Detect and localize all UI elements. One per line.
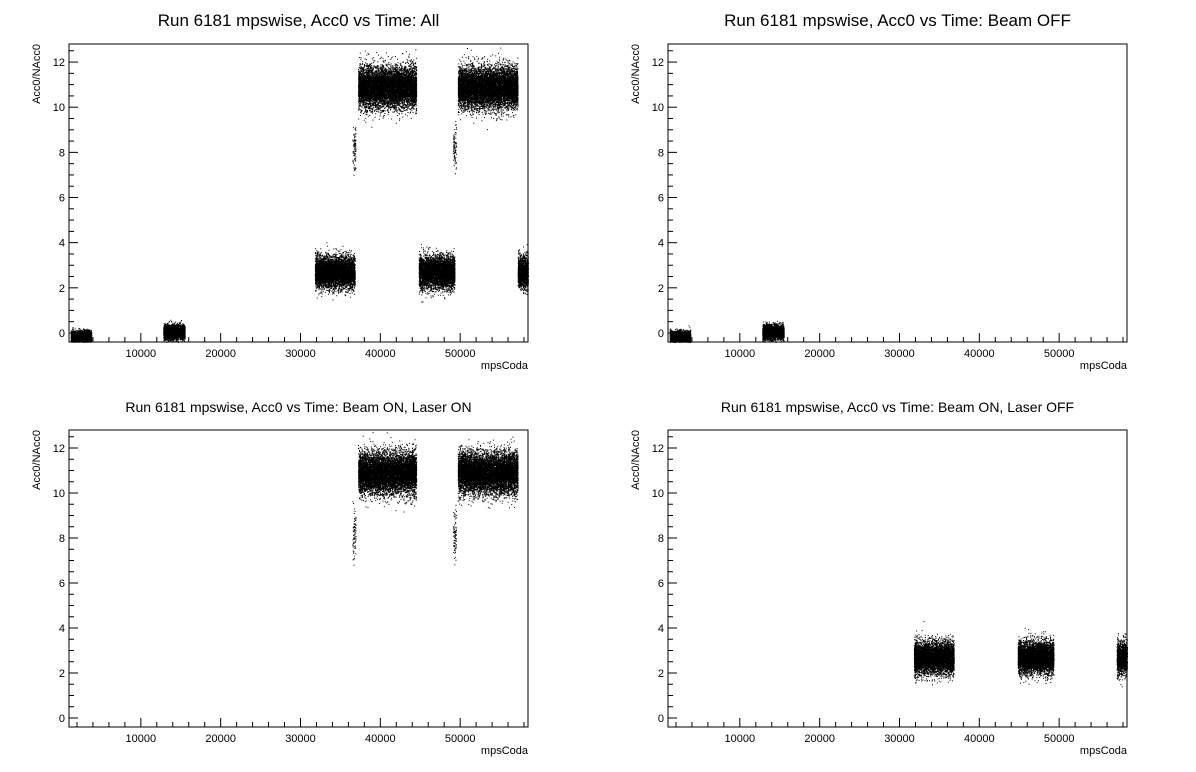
y-tick-label: 8 — [658, 533, 664, 545]
y-axis-ticks: 0 2 4 6 8 10 12 — [652, 50, 677, 340]
y-tick-label: 4 — [658, 238, 664, 250]
x-axis-label: mpsCoda — [1080, 745, 1128, 757]
y-axis-label: Acc0/NAcc0 — [630, 44, 642, 104]
x-tick-label: 30000 — [285, 733, 316, 745]
y-axis-label: Acc0/NAcc0 — [31, 44, 43, 104]
scatter-points — [352, 432, 519, 566]
y-tick-label: 10 — [652, 488, 664, 500]
x-axis-ticks: 10000 20000 30000 40000 50000 — [76, 333, 525, 360]
chart-title: Run 6181 mpswise, Acc0 vs Time: Beam ON,… — [721, 399, 1074, 415]
x-tick-label: 40000 — [365, 348, 396, 360]
y-tick-label: 12 — [53, 443, 65, 455]
x-tick-label: 30000 — [884, 733, 915, 745]
y-axis-label: Acc0/NAcc0 — [31, 430, 43, 490]
x-tick-label: 10000 — [725, 348, 756, 360]
x-tick-label: 30000 — [884, 348, 915, 360]
x-axis-ticks: 10000 20000 30000 40000 50000 — [675, 333, 1124, 360]
y-tick-label: 12 — [53, 57, 65, 69]
y-tick-label: 6 — [658, 193, 664, 205]
y-tick-label: 0 — [658, 328, 664, 340]
y-tick-label: 2 — [59, 668, 65, 680]
x-tick-label: 50000 — [445, 348, 476, 360]
panel-3: Run 6181 mpswise, Acc0 vs Time: Beam ON,… — [31, 399, 529, 757]
x-tick-label: 30000 — [285, 348, 316, 360]
x-tick-label: 50000 — [1044, 348, 1075, 360]
x-axis-label: mpsCoda — [1080, 360, 1128, 372]
x-tick-label: 20000 — [205, 733, 236, 745]
plot-frame — [68, 43, 529, 343]
data-points — [669, 320, 785, 343]
plot-frame — [667, 429, 1128, 728]
y-tick-label: 4 — [59, 238, 65, 250]
x-tick-label: 50000 — [1044, 733, 1075, 745]
y-tick-label: 0 — [658, 713, 664, 725]
x-tick-label: 10000 — [126, 348, 157, 360]
x-tick-label: 40000 — [964, 733, 995, 745]
data-points — [70, 47, 529, 343]
y-axis-ticks: 0 2 4 6 8 10 12 — [53, 436, 78, 725]
scatter-points — [70, 47, 529, 343]
x-tick-label: 20000 — [804, 348, 835, 360]
x-tick-label: 10000 — [725, 733, 756, 745]
panel-1: Run 6181 mpswise, Acc0 vs Time: All 10000… — [31, 11, 529, 372]
y-tick-label: 0 — [59, 328, 65, 340]
y-axis-ticks: 0 2 4 6 8 10 12 — [53, 50, 78, 340]
x-axis-ticks: 10000 20000 30000 40000 50000 — [675, 718, 1124, 745]
x-tick-label: 20000 — [804, 733, 835, 745]
chart-title: Run 6181 mpswise, Acc0 vs Time: Beam OFF — [724, 11, 1071, 30]
chart-title: Run 6181 mpswise, Acc0 vs Time: All — [158, 11, 440, 30]
y-axis-label: Acc0/NAcc0 — [630, 430, 642, 490]
x-tick-label: 10000 — [126, 733, 157, 745]
y-tick-label: 4 — [658, 623, 664, 635]
y-tick-label: 8 — [658, 147, 664, 159]
y-tick-label: 12 — [652, 443, 664, 455]
y-axis-ticks: 0 2 4 6 8 10 12 — [652, 436, 677, 725]
y-tick-label: 8 — [59, 533, 65, 545]
y-tick-label: 10 — [53, 488, 65, 500]
x-tick-label: 40000 — [964, 348, 995, 360]
panel-4: Run 6181 mpswise, Acc0 vs Time: Beam ON,… — [630, 399, 1128, 757]
x-tick-label: 20000 — [205, 348, 236, 360]
y-tick-label: 6 — [59, 578, 65, 590]
scatter-points — [913, 621, 1128, 688]
y-tick-label: 10 — [53, 102, 65, 114]
data-points — [913, 621, 1128, 688]
y-tick-label: 6 — [658, 578, 664, 590]
x-tick-label: 40000 — [365, 733, 396, 745]
x-axis-label: mpsCoda — [481, 360, 529, 372]
chart-title: Run 6181 mpswise, Acc0 vs Time: Beam ON,… — [125, 399, 471, 415]
y-tick-label: 2 — [59, 283, 65, 295]
scatter-points — [669, 320, 785, 343]
x-tick-label: 50000 — [445, 733, 476, 745]
x-axis-ticks: 10000 20000 30000 40000 50000 — [76, 718, 525, 745]
y-tick-label: 2 — [658, 668, 664, 680]
y-tick-label: 6 — [59, 193, 65, 205]
y-tick-label: 4 — [59, 623, 65, 635]
x-axis-label: mpsCoda — [481, 745, 529, 757]
y-tick-label: 2 — [658, 283, 664, 295]
y-tick-label: 10 — [652, 102, 664, 114]
y-tick-label: 12 — [652, 57, 664, 69]
plot-frame — [667, 43, 1128, 343]
data-points — [352, 432, 519, 566]
plot-frame — [68, 429, 529, 728]
y-tick-label: 0 — [59, 713, 65, 725]
y-tick-label: 8 — [59, 147, 65, 159]
panel-2: Run 6181 mpswise, Acc0 vs Time: Beam OFF… — [630, 11, 1128, 372]
